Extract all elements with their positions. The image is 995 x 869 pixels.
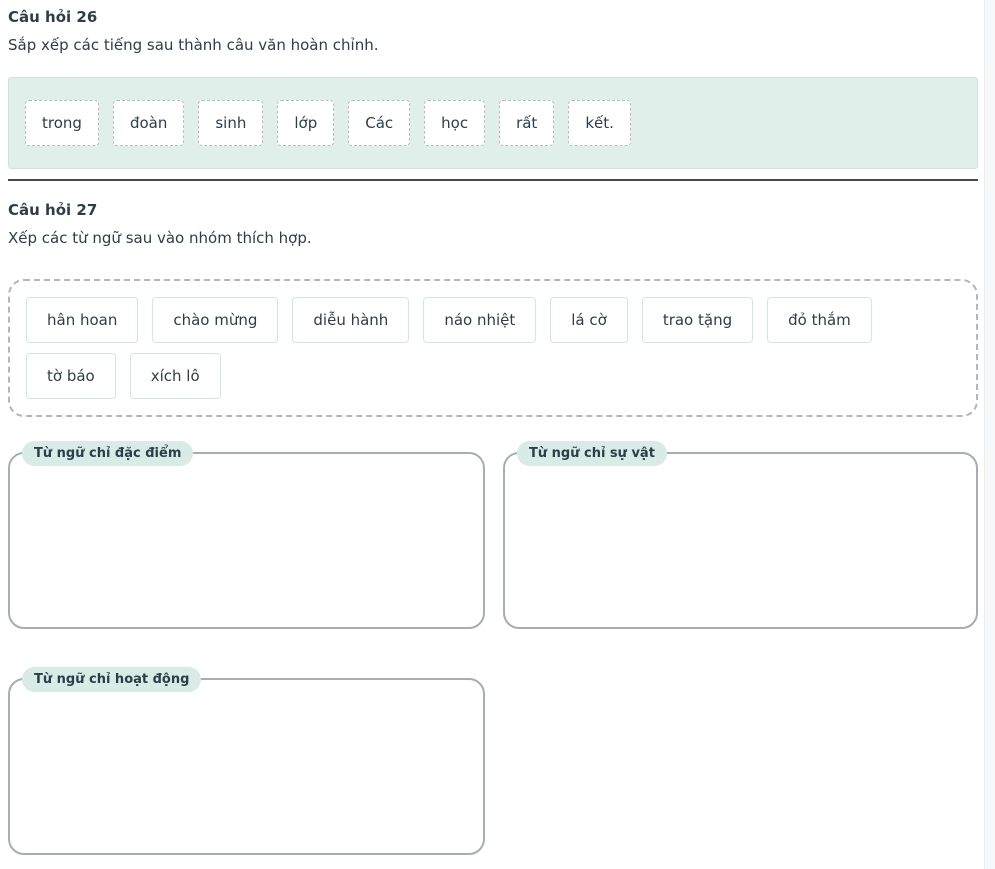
question-26-title: Câu hỏi 26 bbox=[8, 8, 98, 26]
question-27-word-bank[interactable]: hân hoan chào mừng diễu hành náo nhiệt l… bbox=[8, 278, 978, 417]
drop-zone-hoat-dong[interactable]: Từ ngữ chỉ hoạt động bbox=[8, 666, 485, 855]
word-tile[interactable]: náo nhiệt bbox=[423, 296, 537, 343]
word-tile[interactable]: trong bbox=[25, 100, 99, 147]
word-tile[interactable]: lá cờ bbox=[550, 296, 628, 343]
word-tile[interactable]: đoàn bbox=[112, 100, 185, 147]
question-27: Câu hỏi 27 Xếp các từ ngữ sau vào nhóm t… bbox=[8, 201, 978, 855]
word-tile[interactable]: rất bbox=[499, 100, 555, 147]
drop-zone-label: Từ ngữ chỉ hoạt động bbox=[22, 666, 202, 692]
word-tile[interactable]: sinh bbox=[198, 100, 264, 147]
vertical-scrollbar[interactable] bbox=[984, 0, 995, 869]
drop-zone-label: Từ ngữ chỉ đặc điểm bbox=[22, 440, 194, 466]
word-tile[interactable]: Các bbox=[348, 100, 411, 147]
question-27-prompt: Xếp các từ ngữ sau vào nhóm thích hợp. bbox=[8, 229, 312, 247]
drop-zone-dac-diem[interactable]: Từ ngữ chỉ đặc điểm bbox=[8, 440, 485, 629]
drop-zone-su-vat[interactable]: Từ ngữ chỉ sự vật bbox=[503, 440, 978, 629]
question-26: Câu hỏi 26 Sắp xếp các tiếng sau thành c… bbox=[8, 8, 978, 170]
section-divider bbox=[8, 179, 978, 182]
word-tile[interactable]: chào mừng bbox=[152, 296, 279, 343]
word-tile[interactable]: đỏ thắm bbox=[767, 296, 872, 343]
word-tile[interactable]: trao tặng bbox=[641, 296, 754, 343]
word-tile[interactable]: học bbox=[424, 100, 486, 147]
drop-zone-label: Từ ngữ chỉ sự vật bbox=[517, 440, 667, 466]
question-26-prompt: Sắp xếp các tiếng sau thành câu văn hoàn… bbox=[8, 35, 379, 54]
question-27-title: Câu hỏi 27 bbox=[8, 201, 98, 220]
word-tile[interactable]: lớp bbox=[277, 100, 335, 147]
word-tile[interactable]: hân hoan bbox=[26, 296, 139, 343]
drop-zones-row: Từ ngữ chỉ đặc điểm Từ ngữ chỉ sự vật bbox=[8, 440, 978, 629]
word-tile[interactable]: diễu hành bbox=[292, 296, 410, 343]
word-tile[interactable]: tờ báo bbox=[26, 352, 116, 399]
question-26-word-bank[interactable]: trong đoàn sinh lớp Các học rất kết. bbox=[8, 77, 978, 170]
word-tile[interactable]: xích lô bbox=[129, 352, 221, 399]
word-tile[interactable]: kết. bbox=[568, 100, 631, 147]
